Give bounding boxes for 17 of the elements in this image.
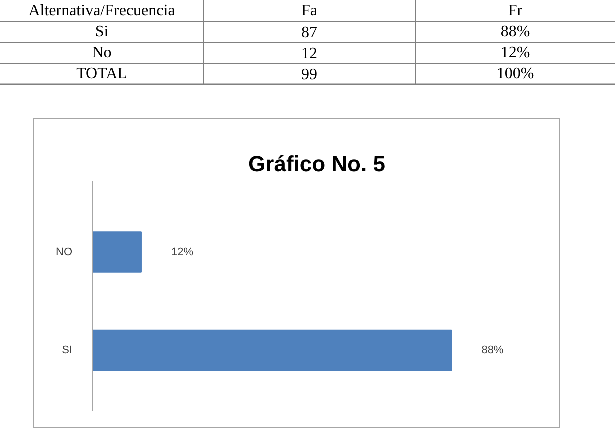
text: Si [95, 24, 110, 40]
text: 88% [500, 24, 530, 40]
text: 100% [496, 66, 534, 82]
text: Fr [508, 2, 524, 20]
data-label: 88% [482, 344, 504, 357]
text: TOTAL [76, 66, 128, 82]
text: 99 [302, 66, 318, 84]
text: Alternativa/Frecuencia [28, 2, 176, 20]
text: 12 [302, 46, 318, 62]
text: 87 [302, 24, 318, 42]
y-tick-label: SI [62, 344, 73, 357]
text: Fa [302, 2, 318, 20]
data-label: 12% [171, 246, 194, 258]
chart-title: Gráfico No. 5 [248, 152, 386, 176]
y-tick-label: NO [56, 246, 73, 258]
text: No [92, 44, 112, 62]
text: 12% [500, 44, 530, 62]
